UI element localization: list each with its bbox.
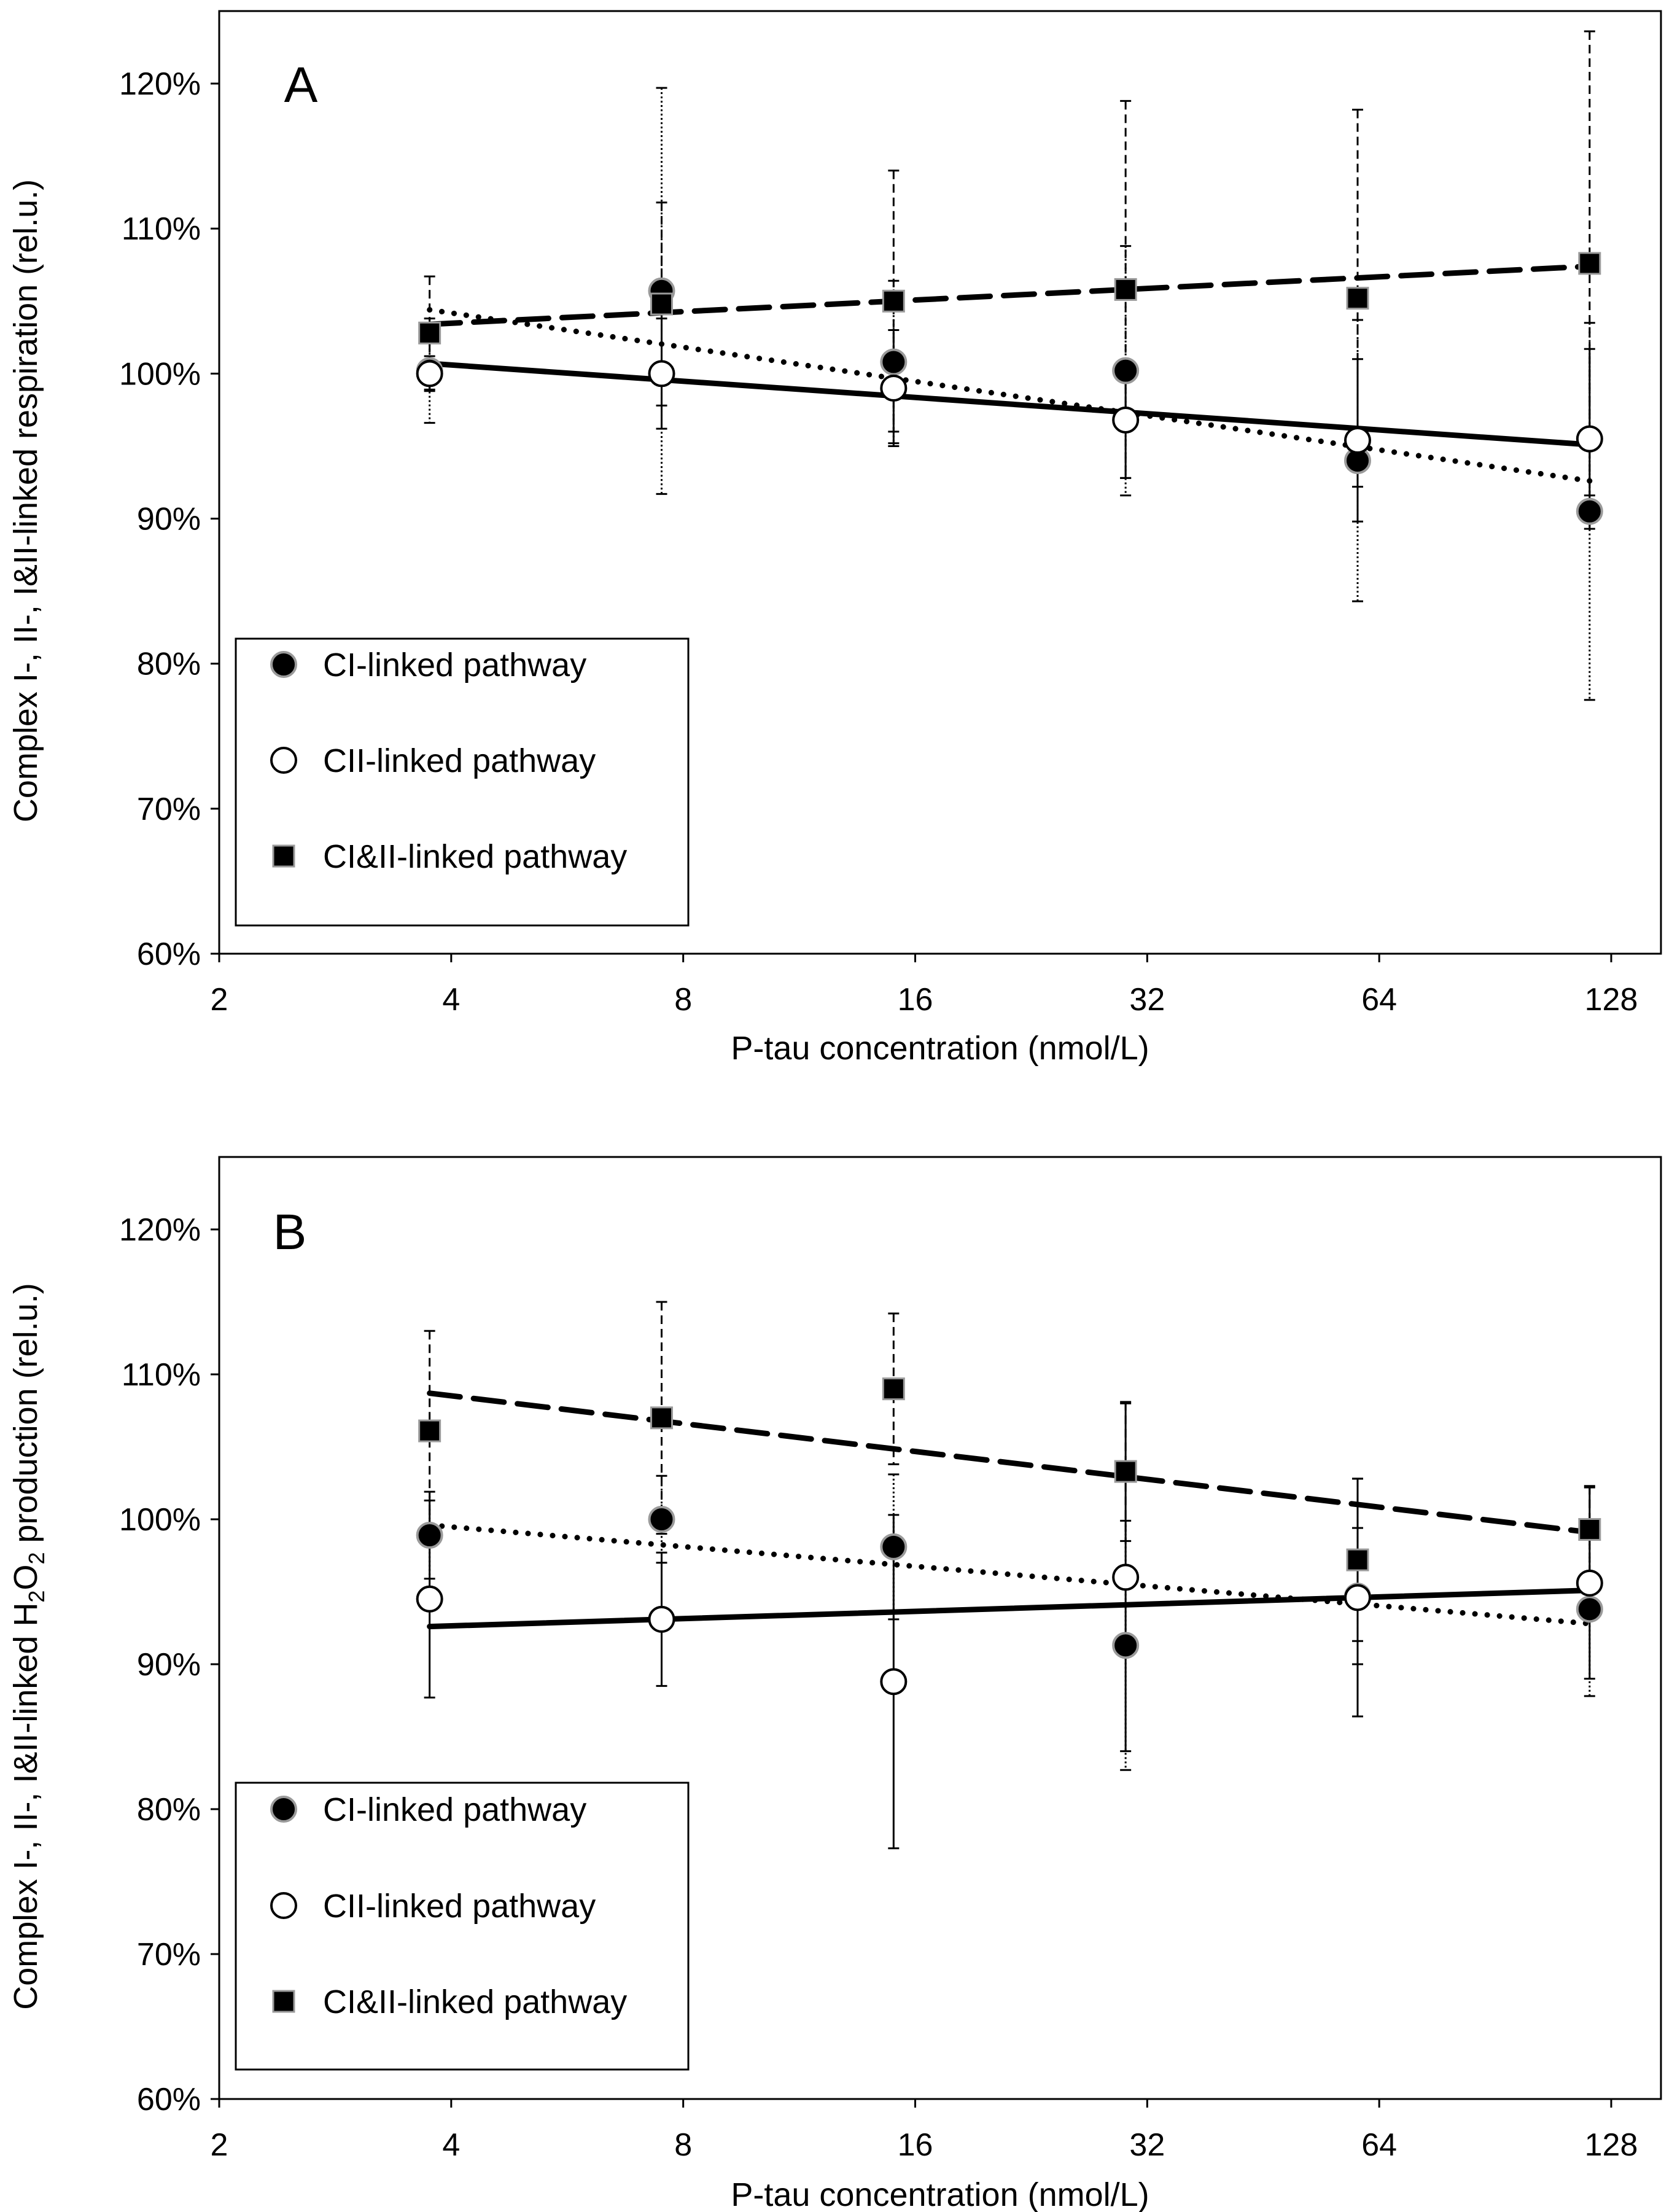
y-axis-label-part: Complex I-, II-, I&II-linked H — [7, 1603, 44, 2010]
trend-line-dashed — [427, 1390, 1593, 1535]
legend-marker-filled-square — [272, 1990, 295, 2013]
plot-frame — [218, 10, 1662, 955]
x-tick-label: 32 — [1129, 982, 1165, 1018]
data-point-filled-square — [418, 321, 441, 345]
data-point-open-circle — [1576, 425, 1603, 453]
data-point-filled-square — [1346, 287, 1369, 310]
data-point-filled-square — [882, 289, 905, 313]
data-point-filled-square — [418, 1419, 441, 1443]
y-axis-label: Complex I-, II-, I&II-linked H2O2 produc… — [7, 1283, 49, 2009]
legend-marker-filled-circle — [270, 651, 297, 678]
data-point-filled-circle — [880, 348, 908, 376]
x-tick-label: 16 — [898, 2127, 933, 2163]
data-point-open-circle — [416, 360, 443, 387]
data-point-open-circle — [416, 1585, 443, 1613]
legend: CI-linked pathway CII-linked pathway CI&II… — [235, 637, 690, 927]
trend-line-solid — [427, 360, 1593, 448]
data-point-filled-circle — [416, 1521, 443, 1549]
legend-marker-open-circle — [270, 1892, 297, 1919]
data-point-open-circle — [1576, 1569, 1603, 1597]
y-axis-label-part: Complex I-, II-, I&II-linked respiration… — [7, 179, 44, 822]
legend-marker-filled-circle — [270, 1796, 297, 1823]
legend-label: CII-linked pathway — [323, 1888, 596, 1925]
panel-letter: B — [273, 1204, 307, 1260]
x-axis-label: P-tau concentration (nmol/L) — [731, 1030, 1149, 1067]
y-tick-label: 120% — [119, 1212, 201, 1248]
data-point-filled-square — [1346, 1548, 1369, 1571]
legend: CI-linked pathway CII-linked pathway CI&II… — [235, 1782, 690, 2071]
y-tick-label: 60% — [137, 937, 201, 972]
x-tick-label: 32 — [1129, 2127, 1165, 2163]
subscript-2: 2 — [24, 1552, 49, 1564]
y-tick-label: 60% — [137, 2082, 201, 2117]
x-tick-label: 16 — [898, 982, 933, 1018]
y-tick-label: 110% — [122, 211, 201, 247]
legend-marker-filled-square — [272, 844, 295, 868]
y-tick-label: 90% — [137, 502, 201, 537]
data-point-filled-square — [1578, 1518, 1601, 1541]
x-tick-label: 8 — [674, 982, 692, 1018]
x-tick-label: 64 — [1361, 982, 1397, 1018]
data-point-filled-circle — [880, 1533, 908, 1560]
data-point-filled-circle — [1112, 357, 1140, 384]
trend-line-dashed — [427, 263, 1593, 327]
data-point-open-circle — [1112, 1564, 1140, 1591]
plot-frame — [218, 1156, 1662, 2100]
data-point-open-circle — [1112, 406, 1140, 434]
x-tick-label: 4 — [442, 982, 460, 1018]
y-tick-label: 120% — [119, 66, 201, 102]
data-point-open-circle — [1343, 427, 1371, 454]
trend-line-dotted — [427, 306, 1593, 484]
trend-line-dotted — [427, 1522, 1593, 1627]
y-tick-label: 80% — [137, 1792, 201, 1828]
legend-marker-open-circle — [270, 747, 297, 774]
x-axis-label: P-tau concentration (nmol/L) — [731, 2176, 1149, 2212]
data-point-filled-circle — [1576, 1595, 1603, 1623]
x-tick-label: 4 — [442, 2127, 460, 2163]
data-point-filled-square — [650, 1406, 673, 1430]
legend-box — [235, 1782, 690, 2071]
y-axis-label-part: production (rel.u.) — [7, 1283, 44, 1552]
y-axis-label-part: O — [7, 1565, 44, 1591]
data-point-filled-square — [1114, 1460, 1137, 1483]
y-tick-label: 70% — [137, 1937, 201, 1972]
x-tick-label: 128 — [1585, 2127, 1638, 2163]
x-tick-label: 2 — [211, 2127, 228, 2163]
legend-label: CII-linked pathway — [323, 742, 596, 779]
data-point-filled-circle — [1576, 497, 1603, 525]
legend-label: CI-linked pathway — [323, 647, 586, 683]
legend-label: CI&II-linked pathway — [323, 838, 627, 875]
data-point-filled-square — [650, 292, 673, 316]
x-tick-label: 8 — [674, 2127, 692, 2163]
data-point-open-circle — [880, 375, 908, 402]
data-point-filled-square — [1114, 278, 1137, 301]
y-tick-label: 80% — [137, 647, 201, 682]
data-point-filled-circle — [1112, 1632, 1140, 1659]
panel-a: 60% 70% 80% 90% 100% 110% 120% 2 4 8 16 32 64 128 P-ta… — [7, 10, 1662, 1067]
y-tick-label: 110% — [122, 1357, 201, 1393]
data-point-filled-square — [882, 1377, 905, 1401]
panel-b: 60% 70% 80% 90% 100% 110% 120% 2 4 8 16 32 64 128 P-ta… — [7, 1156, 1662, 2212]
y-tick-label: 100% — [119, 356, 201, 392]
panel-letter: A — [284, 57, 318, 113]
x-tick-label: 128 — [1585, 982, 1638, 1018]
data-point-open-circle — [648, 1605, 675, 1633]
legend-box — [235, 637, 690, 927]
x-tick-label: 2 — [211, 982, 228, 1018]
x-tick-label: 64 — [1361, 2127, 1397, 2163]
data-point-open-circle — [880, 1668, 908, 1696]
data-point-filled-circle — [648, 1506, 675, 1533]
y-axis-label: Complex I-, II-, I&II-linked respiration… — [7, 179, 44, 822]
legend-label: CI&II-linked pathway — [323, 1984, 627, 2020]
legend-label: CI-linked pathway — [323, 1791, 586, 1828]
subscript-2: 2 — [24, 1591, 49, 1603]
y-tick-label: 100% — [119, 1502, 201, 1538]
data-point-open-circle — [648, 360, 675, 387]
y-tick-label: 70% — [137, 792, 201, 827]
trend-line-solid — [427, 1587, 1593, 1630]
y-tick-label: 90% — [137, 1647, 201, 1683]
data-point-filled-square — [1578, 252, 1601, 275]
data-point-open-circle — [1343, 1584, 1371, 1611]
